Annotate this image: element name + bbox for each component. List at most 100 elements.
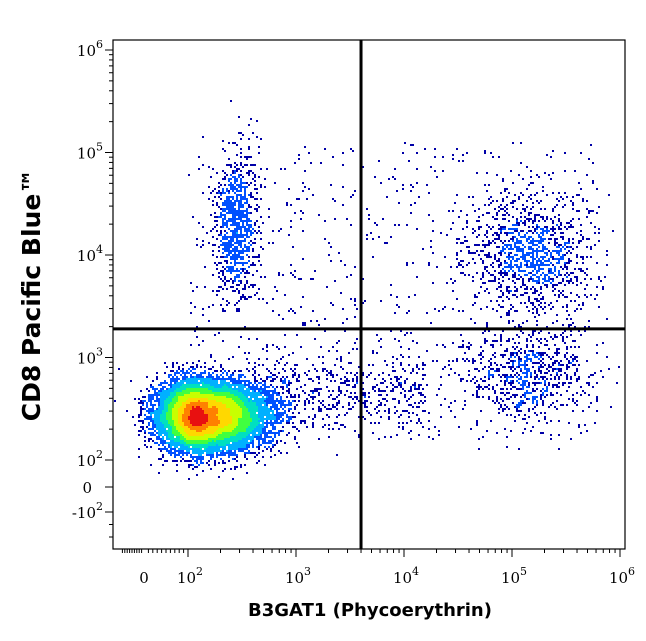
event-dot bbox=[232, 176, 234, 178]
event-dot bbox=[596, 396, 598, 398]
event-dot bbox=[162, 412, 164, 414]
event-dot bbox=[178, 398, 180, 400]
event-dot bbox=[198, 440, 200, 442]
event-dot bbox=[186, 438, 188, 440]
event-dot bbox=[510, 244, 512, 246]
event-dot bbox=[166, 418, 168, 420]
event-dot bbox=[340, 366, 342, 368]
event-dot bbox=[542, 362, 544, 364]
event-dot bbox=[516, 406, 518, 408]
event-dot bbox=[428, 262, 430, 264]
event-dot bbox=[516, 352, 518, 354]
event-dot bbox=[244, 288, 246, 290]
event-dot bbox=[536, 362, 538, 364]
event-dot bbox=[290, 204, 292, 206]
event-dot bbox=[324, 238, 326, 240]
event-dot bbox=[170, 424, 172, 426]
event-dot bbox=[544, 276, 546, 278]
event-dot bbox=[226, 384, 228, 386]
event-dot bbox=[220, 388, 222, 390]
event-dot bbox=[234, 280, 236, 282]
event-dot bbox=[262, 384, 264, 386]
event-dot bbox=[504, 244, 506, 246]
event-dot bbox=[162, 382, 164, 384]
event-dot bbox=[218, 384, 220, 386]
event-dot bbox=[498, 228, 500, 230]
event-dot bbox=[176, 388, 178, 390]
event-dot bbox=[528, 242, 530, 244]
event-dot bbox=[264, 276, 266, 278]
event-dot bbox=[148, 440, 150, 442]
event-dot bbox=[196, 408, 198, 410]
event-dot bbox=[222, 446, 224, 448]
event-dot bbox=[280, 440, 282, 442]
event-dot bbox=[170, 434, 172, 436]
event-dot bbox=[202, 452, 204, 454]
event-dot bbox=[540, 268, 542, 270]
event-dot bbox=[270, 398, 272, 400]
event-dot bbox=[184, 386, 186, 388]
event-dot bbox=[560, 248, 562, 250]
event-dot bbox=[194, 376, 196, 378]
event-dot bbox=[260, 404, 262, 406]
event-dot bbox=[504, 214, 506, 216]
event-dot bbox=[210, 406, 212, 408]
event-dot bbox=[240, 450, 242, 452]
event-dot bbox=[556, 198, 558, 200]
event-dot bbox=[152, 434, 154, 436]
event-dot bbox=[252, 422, 254, 424]
event-dot bbox=[546, 284, 548, 286]
event-dot bbox=[558, 254, 560, 256]
event-dot bbox=[252, 172, 254, 174]
event-dot bbox=[270, 400, 272, 402]
event-dot bbox=[548, 348, 550, 350]
event-dot bbox=[568, 382, 570, 384]
event-dot bbox=[250, 182, 252, 184]
event-dot bbox=[226, 388, 228, 390]
event-dot bbox=[224, 402, 226, 404]
event-dot bbox=[182, 396, 184, 398]
event-dot bbox=[536, 226, 538, 228]
event-dot bbox=[244, 238, 246, 240]
event-dot bbox=[176, 424, 178, 426]
event-dot bbox=[156, 442, 158, 444]
event-dot bbox=[598, 206, 600, 208]
event-dot bbox=[184, 438, 186, 440]
event-dot bbox=[540, 352, 542, 354]
event-dot bbox=[514, 348, 516, 350]
event-dot bbox=[198, 426, 200, 428]
event-dot bbox=[228, 158, 230, 160]
event-dot bbox=[190, 438, 192, 440]
event-dot bbox=[228, 244, 230, 246]
event-dot bbox=[482, 388, 484, 390]
event-dot bbox=[192, 386, 194, 388]
event-dot bbox=[170, 432, 172, 434]
event-dot bbox=[598, 228, 600, 230]
event-dot bbox=[530, 242, 532, 244]
event-dot bbox=[512, 294, 514, 296]
event-dot bbox=[458, 264, 460, 266]
event-dot bbox=[504, 232, 506, 234]
event-dot bbox=[222, 214, 224, 216]
event-dot bbox=[532, 332, 534, 334]
event-dot bbox=[196, 406, 198, 408]
event-dot bbox=[162, 432, 164, 434]
event-dot bbox=[208, 428, 210, 430]
event-dot bbox=[218, 250, 220, 252]
event-dot bbox=[188, 428, 190, 430]
event-dot bbox=[202, 400, 204, 402]
event-dot bbox=[224, 202, 226, 204]
event-dot bbox=[274, 406, 276, 408]
event-dot bbox=[220, 452, 222, 454]
event-dot bbox=[534, 362, 536, 364]
event-dot bbox=[530, 350, 532, 352]
event-dot bbox=[250, 118, 252, 120]
event-dot bbox=[500, 250, 502, 252]
event-dot bbox=[496, 238, 498, 240]
event-dot bbox=[570, 318, 572, 320]
event-dot bbox=[240, 464, 242, 466]
event-dot bbox=[474, 376, 476, 378]
event-dot bbox=[514, 276, 516, 278]
event-dot bbox=[246, 432, 248, 434]
event-dot bbox=[182, 446, 184, 448]
